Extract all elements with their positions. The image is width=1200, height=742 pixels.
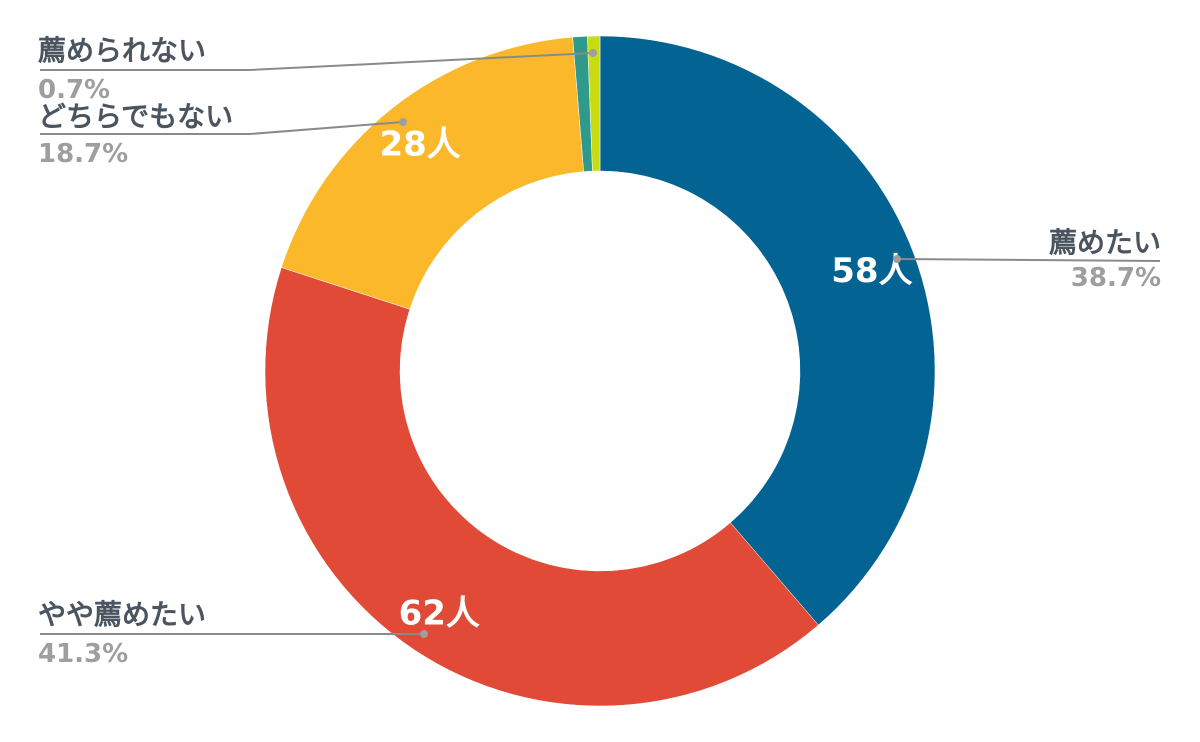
label-percent-slice-2: 18.7% <box>38 139 128 169</box>
leader-dot-slice-2 <box>399 118 407 126</box>
label-category-slice-0: 薦めたい <box>1049 226 1161 259</box>
leader-line-slice-3 <box>40 52 594 71</box>
label-percent-slice-3: 0.7% <box>38 75 110 105</box>
label-category-slice-3: 薦められない <box>38 34 206 67</box>
leader-line-slice-0 <box>896 258 1161 262</box>
label-percent-slice-0: 38.7% <box>1071 263 1161 293</box>
leader-line-slice-2 <box>40 121 404 135</box>
slice-legend-labels: 薦めたい 38.7% やや薦めたい 41.3% どちらでもない 18.7% 薦め… <box>38 34 1161 669</box>
label-category-slice-2: どちらでもない <box>38 100 233 133</box>
leader-dot-slice-0 <box>893 255 901 263</box>
slice-count-label-2: 28人 <box>379 125 460 165</box>
label-percent-slice-1: 41.3% <box>38 639 128 669</box>
leader-dot-slice-1 <box>420 630 428 638</box>
leader-dot-slice-3 <box>589 49 597 57</box>
donut-slice-0 <box>599 35 936 626</box>
donut-slice-4 <box>587 35 601 172</box>
leader-lines <box>40 49 1161 638</box>
donut-slice-2 <box>281 36 584 310</box>
label-category-slice-1: やや薦めたい <box>38 598 206 631</box>
slice-count-label-1: 62人 <box>399 593 480 633</box>
donut-slice-1 <box>264 267 819 707</box>
donut-slices <box>264 35 936 707</box>
